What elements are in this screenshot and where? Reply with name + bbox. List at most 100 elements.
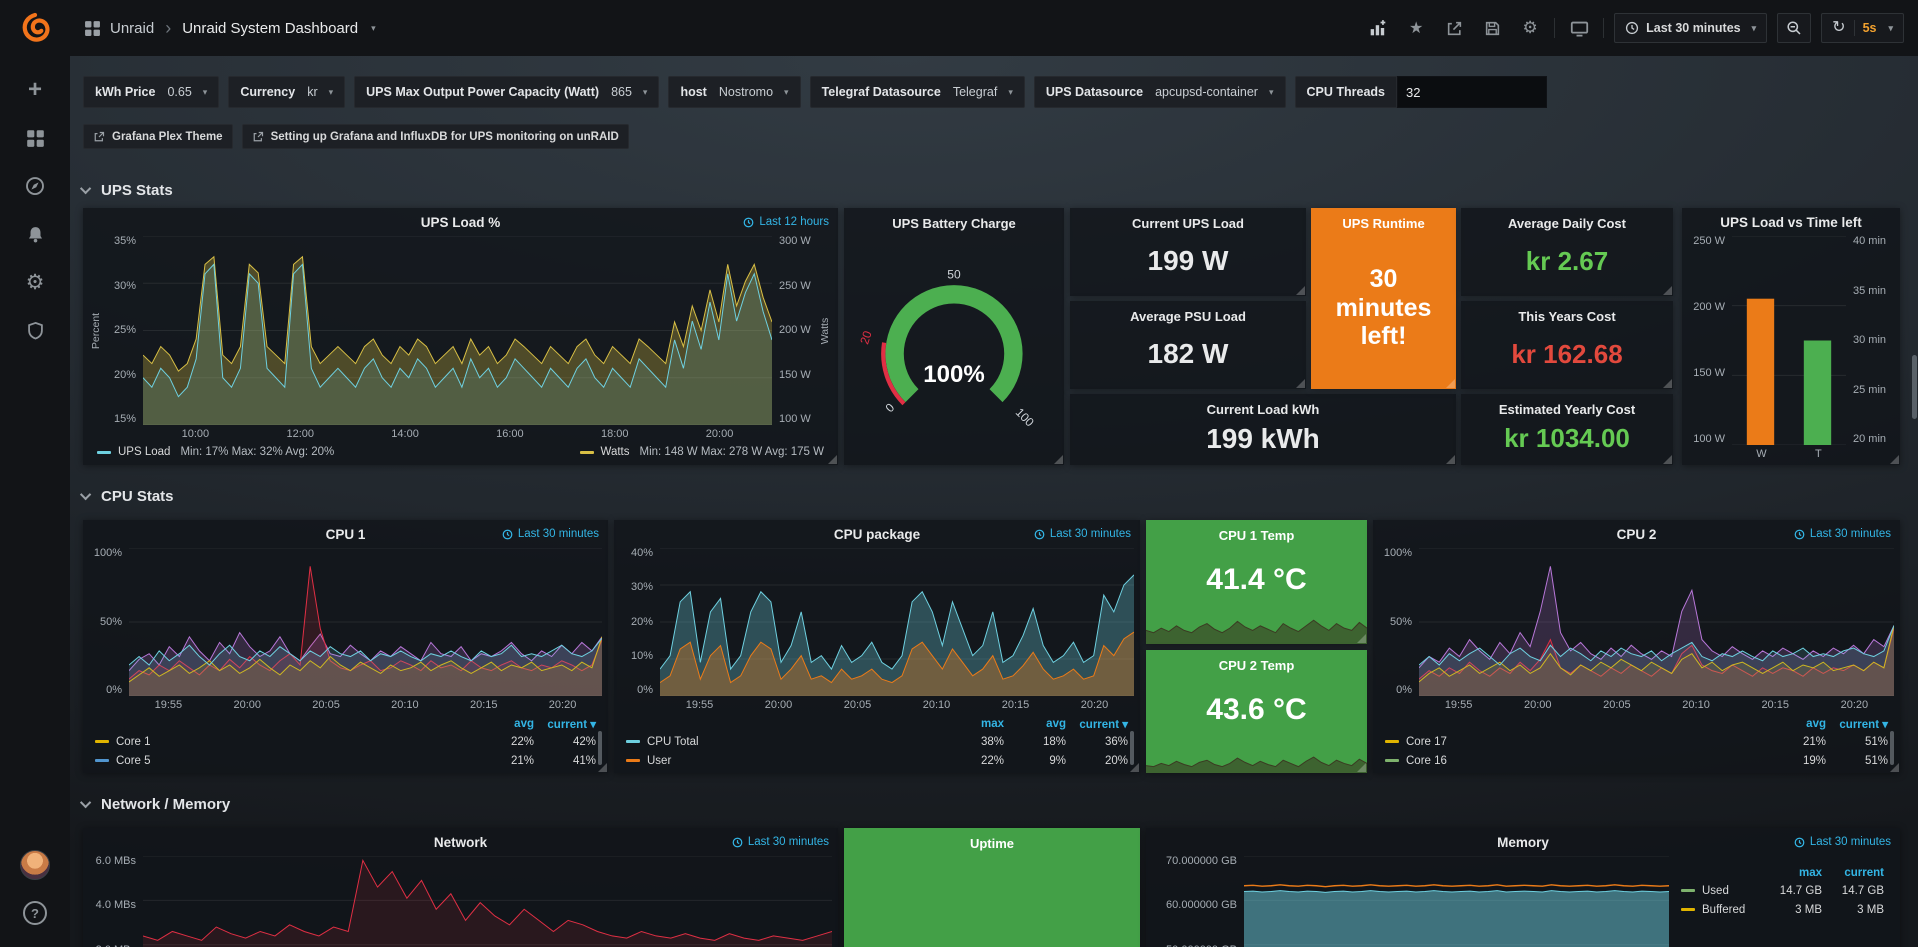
legend-item[interactable]: Core 1	[95, 736, 472, 748]
panel-time-override[interactable]: Last 30 minutes	[1794, 528, 1891, 540]
refresh-picker[interactable]: ↻ 5s ▾	[1821, 13, 1904, 43]
sidebar-server-admin-button[interactable]	[0, 306, 70, 354]
variable-value-dropdown[interactable]: 865 ▾	[611, 85, 647, 99]
sidebar-explore-button[interactable]	[0, 162, 70, 210]
panel-header[interactable]: CPU 1	[83, 520, 608, 548]
panel-resize-handle[interactable]	[1296, 286, 1305, 295]
page-scrollbar[interactable]	[1912, 355, 1917, 419]
refresh-icon[interactable]: ↻	[1832, 19, 1846, 36]
panel-header[interactable]: Network	[83, 828, 838, 856]
panel-title: UPS Load %	[420, 214, 501, 230]
legend-item[interactable]: CPU Total	[626, 736, 942, 748]
panel-title[interactable]: Current UPS Load	[1132, 216, 1244, 231]
sidebar-alerting-button[interactable]	[0, 210, 70, 258]
legend-item[interactable]: UPS Load Min: 17% Max: 32% Avg: 20%	[97, 446, 334, 458]
panel-header[interactable]: Memory	[1146, 828, 1900, 856]
section-row-network-memory[interactable]: Network / Memory	[79, 792, 230, 816]
panel-title[interactable]: Uptime	[969, 836, 1015, 851]
panel-title[interactable]: UPS Runtime	[1342, 216, 1425, 231]
breadcrumb-dashboard-title[interactable]: Unraid System Dashboard	[182, 19, 359, 37]
variable-value-dropdown[interactable]: Telegraf ▾	[953, 85, 1013, 99]
legend-column-header[interactable]: max	[1798, 866, 1822, 879]
cycle-view-mode-button[interactable]	[1565, 14, 1593, 42]
panel-resize-handle[interactable]	[1446, 455, 1455, 464]
panel-resize-handle[interactable]	[1890, 455, 1899, 464]
axis-tick: 200 W	[779, 324, 811, 336]
panel-header[interactable]: CPU 2	[1373, 520, 1900, 548]
variable-value-dropdown[interactable]: apcupsd-container ▾	[1155, 85, 1273, 99]
panel-title[interactable]: Current Load kWh	[1206, 402, 1320, 417]
panel-resize-handle[interactable]	[1446, 379, 1455, 388]
panel-header[interactable]: UPS Load vs Time left	[1682, 208, 1900, 236]
legend-item[interactable]: Core 5	[95, 755, 472, 767]
panel-resize-handle[interactable]	[1890, 763, 1899, 772]
panel-time-override[interactable]: Last 30 minutes	[502, 528, 599, 540]
panel-resize-handle[interactable]	[1663, 455, 1672, 464]
panel-resize-handle[interactable]	[1663, 286, 1672, 295]
sidebar-configuration-button[interactable]: ⚙	[0, 258, 70, 306]
panel-title[interactable]: Average Daily Cost	[1507, 216, 1626, 231]
dashboard-settings-button[interactable]: ⚙	[1516, 14, 1544, 42]
panel-title[interactable]: CPU 1 Temp	[1218, 528, 1295, 543]
variable-value-dropdown[interactable]: kr ▾	[307, 85, 333, 99]
star-dashboard-button[interactable]: ★	[1402, 14, 1430, 42]
panel-resize-handle[interactable]	[1054, 455, 1063, 464]
breadcrumb-app[interactable]: Unraid	[110, 19, 155, 37]
refresh-interval-label[interactable]: 5s	[1862, 21, 1877, 35]
legend-column-header[interactable]: avg	[514, 717, 534, 730]
legend-item[interactable]: Watts Min: 148 W Max: 278 W Avg: 175 W	[579, 446, 824, 458]
share-dashboard-button[interactable]	[1440, 14, 1468, 42]
panel-title[interactable]: Estimated Yearly Cost	[1498, 402, 1636, 417]
legend-item[interactable]: Core 16	[1385, 755, 1764, 767]
legend-column-header[interactable]: max	[980, 717, 1004, 730]
section-row-cpu-stats[interactable]: CPU Stats	[79, 484, 174, 508]
panel-time-override[interactable]: Last 12 hours	[743, 216, 829, 228]
sidebar-profile-button[interactable]	[0, 841, 70, 889]
panel-resize-handle[interactable]	[1357, 763, 1366, 772]
sidebar-create-button[interactable]: +	[0, 66, 70, 114]
panel-resize-handle[interactable]	[828, 455, 837, 464]
panel-header[interactable]: UPS Load %	[83, 208, 838, 236]
panel-time-override[interactable]: Last 30 minutes	[1034, 528, 1131, 540]
panel-resize-handle[interactable]	[1296, 379, 1305, 388]
dashboard-link-ups-monitoring-guide[interactable]: Setting up Grafana and InfluxDB for UPS …	[241, 124, 629, 149]
sidebar-help-button[interactable]: ?	[0, 889, 70, 937]
section-row-ups-stats[interactable]: UPS Stats	[79, 178, 173, 202]
legend-scrollbar[interactable]	[1890, 731, 1894, 765]
panel-resize-handle[interactable]	[1663, 379, 1672, 388]
sidebar-dashboards-button[interactable]	[0, 114, 70, 162]
zoom-out-button[interactable]	[1777, 13, 1812, 43]
legend-column-header[interactable]: avg	[1806, 717, 1826, 730]
dashboard-link-grafana-plex-theme[interactable]: Grafana Plex Theme	[83, 124, 233, 149]
legend-column-header[interactable]: avg	[1046, 717, 1066, 730]
panel-resize-handle[interactable]	[598, 763, 607, 772]
legend-scrollbar[interactable]	[1130, 731, 1134, 765]
legend-item[interactable]: Used	[1681, 885, 1760, 897]
add-panel-button[interactable]	[1364, 14, 1392, 42]
variable-value-dropdown[interactable]: Nostromo ▾	[719, 85, 789, 99]
cpu-threads-input[interactable]	[1397, 76, 1547, 108]
variable-value-dropdown[interactable]: 0.65 ▾	[167, 85, 207, 99]
save-dashboard-button[interactable]	[1478, 14, 1506, 42]
legend-scrollbar[interactable]	[598, 731, 602, 765]
panel-header[interactable]: CPU package	[614, 520, 1140, 548]
panel-resize-handle[interactable]	[1357, 634, 1366, 643]
legend-column-header[interactable]: current ▾	[1839, 718, 1888, 731]
panel-time-override[interactable]: Last 30 minutes	[732, 836, 829, 848]
legend-column-header[interactable]: current ▾	[547, 718, 596, 731]
legend-item[interactable]: User	[626, 755, 942, 767]
legend-column-header[interactable]: current	[1844, 866, 1884, 879]
panel-title[interactable]: This Years Cost	[1518, 309, 1616, 324]
panel-resize-handle[interactable]	[1130, 763, 1139, 772]
time-range-picker[interactable]: Last 30 minutes ▾	[1614, 13, 1768, 43]
panel-title[interactable]: Average PSU Load	[1130, 309, 1246, 324]
grafana-logo[interactable]	[0, 0, 70, 56]
gauge-value: 100%	[923, 361, 984, 388]
caret-down-icon[interactable]: ▾	[371, 22, 376, 33]
legend-column-header[interactable]: current ▾	[1079, 718, 1128, 731]
legend-item[interactable]: Core 17	[1385, 736, 1764, 748]
legend-item[interactable]: Buffered	[1681, 904, 1760, 916]
panel-title[interactable]: UPS Battery Charge	[892, 216, 1016, 231]
panel-title[interactable]: CPU 2 Temp	[1218, 658, 1295, 673]
panel-time-override[interactable]: Last 30 minutes	[1794, 836, 1891, 848]
